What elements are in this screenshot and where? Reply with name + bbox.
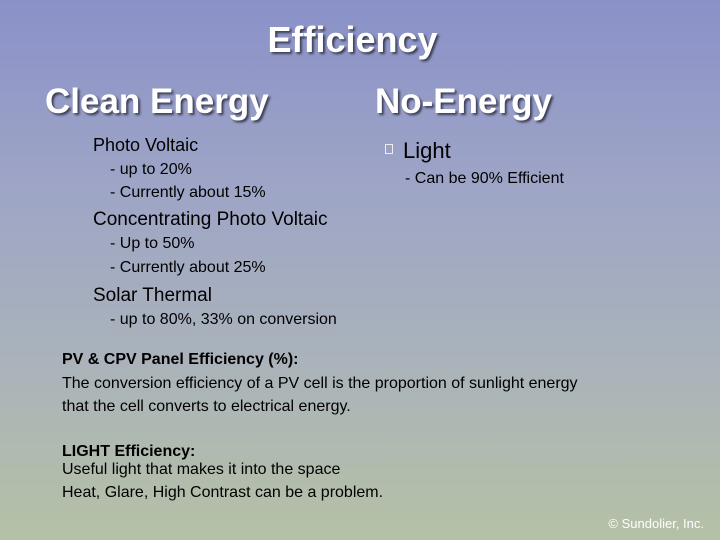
note-line: Heat, Glare, High Contrast can be a prob… — [62, 484, 384, 501]
item-detail: - Up to 50% — [110, 235, 195, 252]
column-heading: Clean Energy — [45, 82, 269, 121]
note-line: Useful light that makes it into the spac… — [62, 461, 341, 478]
item-detail: - Currently about 15% — [110, 184, 266, 201]
note-heading: PV & CPV Panel Efficiency (%): — [62, 351, 299, 368]
note-line: that the cell converts to electrical ene… — [62, 398, 351, 415]
footer: © Sundolier, Inc. — [608, 516, 704, 531]
item-label: Photo Voltaic — [93, 135, 199, 155]
item-label: Light — [403, 138, 451, 163]
item-detail: - Currently about 25% — [110, 259, 266, 276]
item-label: Concentrating Photo Voltaic — [93, 209, 328, 230]
note-heading: LIGHT Efficiency: — [62, 443, 196, 460]
item-detail: - Can be 90% Efficient — [405, 170, 564, 187]
note-line: The conversion efficiency of a PV cell i… — [62, 375, 578, 392]
item-label: Solar Thermal — [93, 285, 212, 306]
bullet-icon — [385, 144, 393, 154]
item-detail: - up to 80%, 33% on conversion — [110, 311, 337, 328]
column-heading: No-Energy — [375, 82, 552, 121]
item-detail: - up to 20% — [110, 161, 192, 178]
slide-title: Efficiency — [267, 19, 438, 60]
